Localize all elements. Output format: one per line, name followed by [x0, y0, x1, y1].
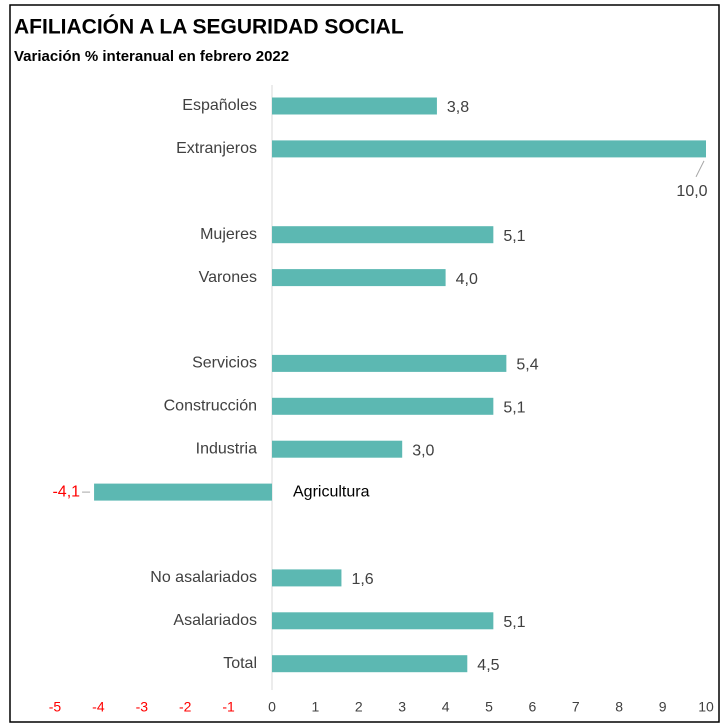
category-label: Construcción — [164, 398, 257, 415]
category-label: Total — [223, 655, 257, 672]
category-label: Varones — [199, 269, 257, 286]
category-label: Españoles — [182, 97, 257, 114]
value-label: 3,8 — [447, 99, 469, 116]
x-tick-label: 4 — [442, 699, 450, 715]
category-label: Agricultura — [293, 483, 370, 500]
category-label: Asalariados — [173, 612, 257, 629]
x-tick-label: -1 — [222, 699, 235, 715]
value-label: 5,1 — [503, 228, 525, 245]
category-label: Extranjeros — [176, 140, 257, 157]
category-label: Mujeres — [200, 226, 257, 243]
x-tick-label: 1 — [312, 699, 320, 715]
bar — [272, 612, 494, 630]
x-tick-label: 7 — [572, 699, 580, 715]
bar — [272, 354, 507, 372]
bar — [272, 440, 403, 458]
bar — [272, 397, 494, 415]
category-label: Servicios — [192, 355, 257, 372]
value-label: 4,0 — [456, 271, 478, 288]
x-tick-label: -3 — [136, 699, 149, 715]
bar — [272, 569, 342, 587]
category-label: No asalariados — [150, 569, 257, 586]
chart-subtitle: Variación % interanual en febrero 2022 — [14, 48, 289, 65]
bar — [272, 140, 706, 158]
x-tick-label: 0 — [268, 699, 276, 715]
x-tick-label: 5 — [485, 699, 493, 715]
x-tick-label: -5 — [49, 699, 62, 715]
bar — [94, 483, 272, 501]
value-label: 5,1 — [503, 614, 525, 631]
x-tick-label: -4 — [92, 699, 105, 715]
chart-title: AFILIACIÓN A LA SEGURIDAD SOCIAL — [14, 15, 404, 39]
value-label: 3,0 — [412, 442, 434, 459]
label-leader — [695, 160, 705, 178]
x-tick-label: -2 — [179, 699, 192, 715]
x-tick-label: 6 — [529, 699, 537, 715]
x-tick-label: 9 — [659, 699, 667, 715]
value-label: 5,1 — [503, 400, 525, 417]
x-tick-label: 8 — [615, 699, 623, 715]
value-label: -4,1 — [52, 483, 80, 500]
x-tick-label: 10 — [698, 699, 714, 715]
bar — [272, 655, 468, 673]
value-label: 10,0 — [676, 183, 707, 200]
x-tick-label: 3 — [398, 699, 406, 715]
value-label: 4,5 — [477, 657, 499, 674]
x-tick-label: 2 — [355, 699, 363, 715]
value-label: 5,4 — [516, 357, 538, 374]
category-label: Industria — [196, 440, 257, 457]
bar — [272, 97, 437, 115]
value-label: 1,6 — [351, 571, 373, 588]
bar — [272, 226, 494, 244]
bar — [272, 269, 446, 287]
